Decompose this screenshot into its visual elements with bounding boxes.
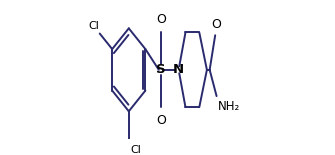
Text: O: O	[212, 18, 221, 31]
Text: O: O	[156, 114, 166, 127]
Text: Cl: Cl	[88, 21, 99, 31]
Text: O: O	[156, 13, 166, 26]
Text: NH₂: NH₂	[218, 100, 240, 113]
Text: Cl: Cl	[130, 145, 141, 155]
Text: S: S	[156, 63, 166, 76]
Text: N: N	[172, 63, 184, 76]
